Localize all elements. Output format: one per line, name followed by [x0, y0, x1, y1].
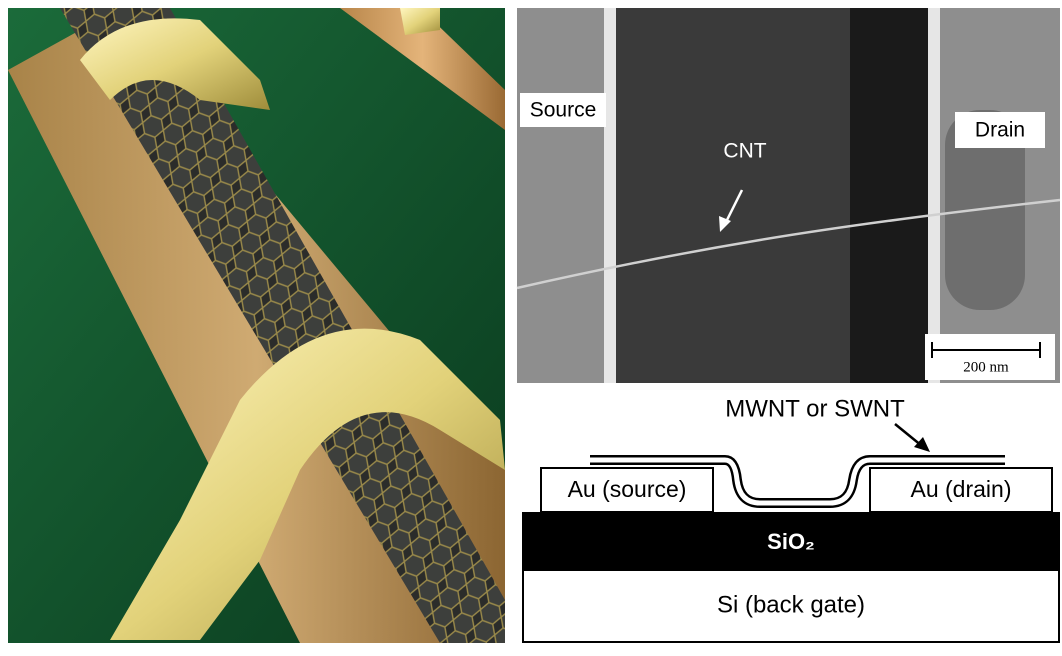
schematic-panel: MWNT or SWNT SiO₂ Si (back gate) Au (sou… [522, 395, 1060, 642]
sem-panel: Source Drain CNT 200 nm [517, 8, 1060, 383]
tube-label: MWNT or SWNT [725, 395, 905, 422]
figure: Source Drain CNT 200 nm MWNT or SWNT SiO… [0, 0, 1062, 651]
render-panel [8, 8, 505, 643]
cnt-label: CNT [723, 140, 766, 163]
gap-region [615, 8, 850, 383]
trench [850, 8, 930, 383]
source-label: Au (source) [568, 476, 687, 502]
arrowhead [914, 437, 930, 452]
drain-label: Drain [975, 119, 1025, 142]
gate-label: Si (back gate) [717, 591, 865, 618]
oxide-label: SiO₂ [767, 529, 815, 554]
drain-label: Au (drain) [911, 476, 1012, 502]
electrode-edge [928, 8, 940, 383]
source-label: Source [530, 99, 597, 122]
scale-label: 200 nm [963, 359, 1009, 375]
electrode-edge [604, 8, 616, 383]
